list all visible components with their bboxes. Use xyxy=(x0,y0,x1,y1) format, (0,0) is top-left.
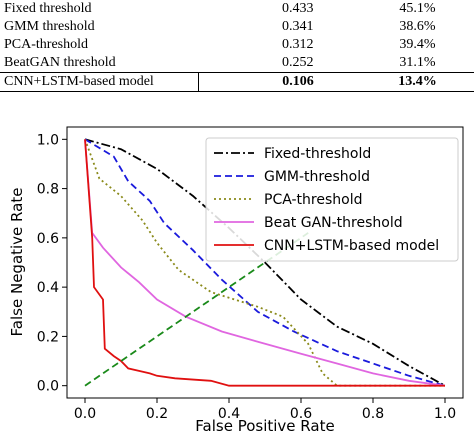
table-row: BeatGAN threshold 0.252 31.1% xyxy=(0,54,474,73)
x-tick-label: 0.6 xyxy=(290,406,312,422)
percent-cell: 31.1% xyxy=(399,55,436,70)
value-cell: 0.433 xyxy=(282,1,314,16)
legend-label: Fixed-threshold xyxy=(264,146,371,162)
legend-box xyxy=(205,137,459,262)
y-axis-label: False Negative Rate xyxy=(8,188,26,337)
percent-cell: 45.1% xyxy=(399,1,436,16)
method-cell: BeatGAN threshold xyxy=(4,55,116,70)
y-tick-label: 0.4 xyxy=(37,280,59,296)
x-tick-label: 1.0 xyxy=(434,406,456,422)
y-tick-label: 0.2 xyxy=(37,329,59,345)
series-line-4 xyxy=(84,139,445,387)
x-tick-label: 0.0 xyxy=(74,406,96,422)
percent-cell: 13.4% xyxy=(361,72,474,92)
method-cell: GMM threshold xyxy=(4,19,95,34)
series-line-0 xyxy=(84,138,446,387)
x-tick-label: 0.4 xyxy=(218,406,240,422)
y-tick-label: 0.8 xyxy=(37,182,59,198)
method-cell: CNN+LSTM-based model xyxy=(0,72,199,92)
x-tick-label: 0.8 xyxy=(362,406,384,422)
percent-cell: 38.6% xyxy=(399,19,436,34)
y-tick-label: 0.0 xyxy=(37,379,59,395)
y-tick-label: 1.0 xyxy=(37,132,59,148)
series-line-3 xyxy=(84,139,446,387)
legend-label: GMM-threshold xyxy=(264,169,370,185)
value-cell: 0.106 xyxy=(198,72,361,92)
table-row-best: CNN+LSTM-based model 0.106 13.4% xyxy=(0,72,474,92)
legend: Fixed-threshold GMM-threshold PCA-threshol… xyxy=(205,137,459,262)
x-tick-label: 0.2 xyxy=(146,406,168,422)
results-table: Fixed threshold 0.433 45.1% GMM threshol… xyxy=(0,0,474,92)
x-axis-label: False Positive Rate xyxy=(195,417,334,434)
legend-label: PCA-threshold xyxy=(264,192,362,208)
axes: 0.0 0.2 0.4 0.6 0.8 1.0 0.0 0.2 0.4 0.6 0.8 1.0 xyxy=(37,126,464,422)
y-tick-label: 0.6 xyxy=(37,231,59,247)
percent-cell: 39.4% xyxy=(399,37,436,52)
series-line-1 xyxy=(84,138,446,387)
plot-frame xyxy=(66,126,464,399)
value-cell: 0.341 xyxy=(282,19,314,34)
table-row: PCA-threshold 0.312 39.4% xyxy=(0,36,474,54)
value-cell: 0.312 xyxy=(282,37,314,52)
method-cell: PCA-threshold xyxy=(4,37,88,52)
table-row: Fixed threshold 0.433 45.1% xyxy=(0,0,474,18)
method-cell: Fixed threshold xyxy=(4,1,92,16)
table-row: GMM threshold 0.341 38.6% xyxy=(0,18,474,36)
legend-label: Beat GAN-threshold xyxy=(264,215,403,231)
legend-label: CNN+LSTM-based model xyxy=(264,238,439,254)
value-cell: 0.252 xyxy=(282,55,314,70)
